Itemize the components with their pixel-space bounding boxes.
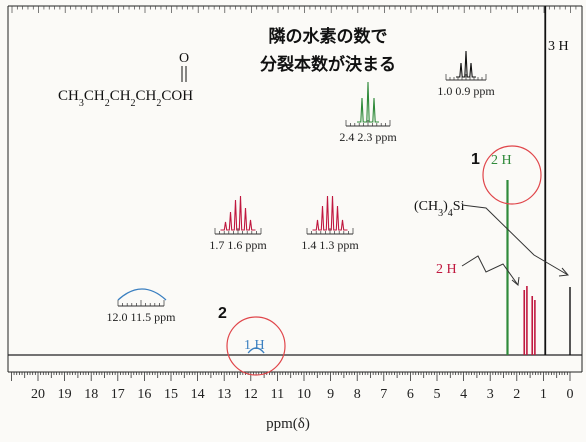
x-tick-label-18: 18 — [84, 387, 98, 402]
x-tick-label-7: 7 — [380, 387, 387, 402]
x-tick-label-14: 14 — [191, 387, 205, 402]
x-tick-label-5: 5 — [434, 387, 441, 402]
top-ruler — [11, 6, 577, 13]
marker-2: 2 — [218, 305, 227, 322]
x-tick-label-10: 10 — [297, 387, 311, 402]
inset-ch2-beta-label: 1.7 1.6 ppm — [209, 238, 267, 252]
integration-2h-green: 2 H — [491, 153, 512, 168]
x-tick-label-3: 3 — [487, 387, 494, 402]
x-tick-label-19: 19 — [58, 387, 72, 402]
x-axis-ticks — [10, 372, 571, 381]
x-tick-label-8: 8 — [354, 387, 361, 402]
inset-cooh-label: 12.0 11.5 ppm — [107, 310, 177, 324]
peak-cooh — [247, 347, 265, 354]
integration-2h-red: 2 H — [436, 262, 457, 277]
molecule-structure: O CH3CH2CH2CH2COH — [58, 51, 193, 109]
spectrum-peaks — [247, 6, 571, 355]
connector-arrows — [461, 204, 569, 286]
x-tick-label-2: 2 — [513, 387, 520, 402]
x-axis-tick-labels: 20 19 18 17 16 15 14 13 12 11 10 9 8 7 6 5 4 3 2 1 0 — [31, 387, 574, 402]
chart-frame: 20 19 18 17 16 15 14 13 12 11 10 9 8 7 6 5 4 3 2 1 0 — [7, 5, 583, 402]
marker-1: 1 — [471, 151, 480, 168]
x-tick-label-11: 11 — [271, 387, 284, 402]
x-tick-label-16: 16 — [137, 387, 151, 402]
x-tick-label-6: 6 — [407, 387, 414, 402]
tms-arrow — [461, 204, 569, 276]
carbonyl-oxygen: O — [179, 51, 189, 66]
inset-ch2-beta-multiplet — [220, 195, 256, 231]
x-tick-label-17: 17 — [111, 387, 125, 402]
x-tick-label-12: 12 — [244, 387, 258, 402]
h2-red-arrow-head — [511, 276, 520, 286]
x-tick-label-9: 9 — [327, 387, 334, 402]
inset-ch2-gamma-multiplet — [312, 195, 348, 231]
integration-1h: 1 H — [244, 338, 265, 353]
inset-ch3-label: 1.0 0.9 ppm — [437, 84, 495, 98]
molecule-formula: CH3CH2CH2CH2COH — [58, 88, 193, 109]
tms-arrow-head — [558, 267, 569, 277]
inset-ch2-alpha-multiplet — [357, 81, 379, 123]
multiplet-insets: 1.0 0.9 ppm 2.4 2.3 ppm 1.7 1.6 ppm 1.4 1.3… — [107, 50, 495, 324]
x-tick-label-0: 0 — [567, 387, 574, 402]
integration-3h: 3 H — [548, 39, 569, 54]
x-axis-label: ppm(δ) — [266, 416, 310, 432]
x-tick-label-1: 1 — [540, 387, 547, 402]
x-tick-label-15: 15 — [164, 387, 178, 402]
inset-ch2-alpha-label: 2.4 2.3 ppm — [339, 130, 397, 144]
highlight-circle-2 — [226, 316, 286, 376]
inset-cooh-hump — [117, 288, 167, 301]
x-tick-label-20: 20 — [31, 387, 45, 402]
inset-ch3-multiplet — [456, 50, 476, 78]
h2-red-arrow — [461, 255, 519, 286]
x-tick-label-13: 13 — [217, 387, 231, 402]
x-tick-label-4: 4 — [460, 387, 467, 402]
inset-ch2-gamma-label: 1.4 1.3 ppm — [301, 238, 359, 252]
highlight-circle-1 — [482, 145, 542, 205]
annotation-line-1: 隣の水素の数で — [269, 26, 388, 47]
tms-label: (CH3)4Si — [414, 199, 465, 219]
annotation-line-2: 分裂本数が決まる — [260, 54, 396, 75]
